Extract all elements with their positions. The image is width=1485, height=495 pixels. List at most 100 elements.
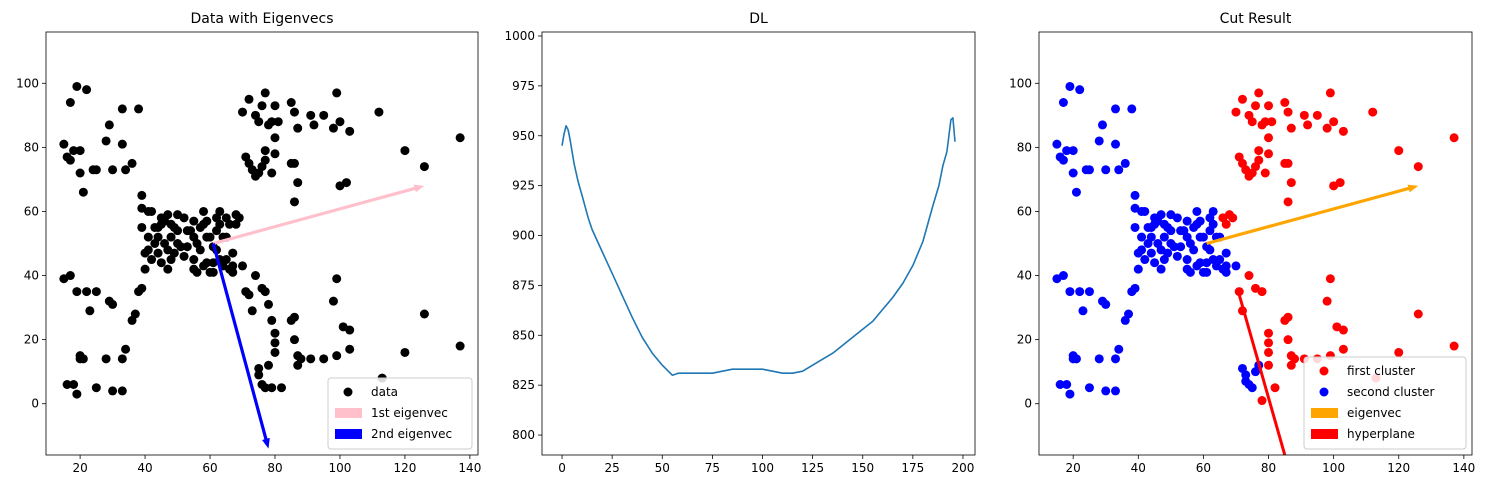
first-cluster-point [1283,107,1293,117]
legend-item: first cluster [1319,364,1415,378]
data-point [202,216,212,226]
y-tick-label: 100 [16,76,39,90]
data-point [75,146,85,156]
second-cluster-point [1111,139,1121,149]
data-point [260,88,270,98]
x-tick-label: 50 [655,461,670,475]
legend: first cluster second cluster eigenvec hyper… [1303,356,1467,450]
first-cluster-point [1254,146,1264,156]
axes-1: 20 40 60 80 100 120 140 0 20 40 60 80 100 Data with E… [16,11,481,475]
data-point [267,117,277,127]
second-cluster-point [1094,136,1104,146]
data-point [400,347,410,357]
first-cluster-point [1264,360,1274,370]
x-tick-label: 60 [202,461,217,475]
data-point [212,213,222,223]
x-tick-label: 150 [851,461,874,475]
data-point [117,139,127,149]
legend-label: first cluster [1347,364,1415,378]
second-cluster-point [1068,168,1078,178]
legend-box [1303,356,1467,450]
data-point [293,123,303,133]
first-cluster-point [1449,341,1459,351]
first-cluster-point [1338,325,1348,335]
data-point [108,165,118,175]
first-cluster-point [1231,107,1241,117]
data-point [173,226,183,236]
x-tick-label: 140 [1452,461,1475,475]
first-cluster-point [1264,338,1274,348]
legend-item: data [343,385,398,399]
second-cluster-point [1198,232,1208,242]
first-cluster-point [1264,133,1274,143]
first-cluster-point [1325,88,1335,98]
first-cluster-point [1257,396,1267,406]
data-point [199,206,209,216]
second-cluster-point [1146,232,1156,242]
data-point [91,287,101,297]
first-cluster-point [1228,213,1238,223]
x-tick-label: 175 [901,461,924,475]
second-cluster-point [1114,165,1124,175]
axes-frame [1038,31,1473,456]
first-cluster-point [1254,155,1264,165]
data-point [156,258,166,268]
first-cluster-point [1264,347,1274,357]
x-tick-label: 0 [558,461,566,475]
legend-marker [1319,366,1329,376]
first-cluster-point [1325,274,1335,284]
second-cluster-point [1202,267,1212,277]
legend-patch [335,429,362,439]
y-tick-label: 40 [1017,269,1032,283]
y-tick-label: 825 [512,378,535,392]
data-point [332,274,342,284]
first-cluster-point [1237,94,1247,104]
second-cluster-point [1172,213,1182,223]
first-cluster-point [1449,133,1459,143]
chart-title: Cut Result [1220,11,1292,27]
data-point [345,344,355,354]
data-point [267,168,277,178]
data-point [328,296,338,306]
second-cluster-point [1062,146,1072,156]
data-point [238,261,248,271]
legend-patch [1311,408,1338,418]
data-point [117,104,127,114]
data-point [147,255,157,265]
second-cluster-point [1221,261,1231,271]
chart-title: DL [749,11,768,27]
second-cluster-point [1075,85,1085,95]
data-point [455,133,465,143]
x-tick-label: 40 [137,461,152,475]
second-cluster-point [1094,354,1104,364]
legend-item: eigenvec [1311,406,1401,420]
second-cluster-point [1192,261,1202,271]
data-point [75,168,85,178]
y-tick-label: 850 [512,328,535,342]
second-cluster-point [1156,245,1166,255]
legend: data 1st eigenvec 2nd eigenvec [327,377,473,450]
data-point [263,299,273,309]
data-point [72,287,82,297]
data-point [150,222,160,232]
data-point [166,232,176,242]
second-cluster-point [1130,283,1140,293]
second-cluster-point [1052,139,1062,149]
y-tick-label: 950 [512,129,535,143]
first-cluster-point [1329,117,1339,127]
y-tick-label: 20 [1017,333,1032,347]
y-tick-label: 900 [512,229,535,243]
data-point [85,306,95,316]
first-cluster-point [1244,271,1254,281]
data-point [254,363,264,373]
second-cluster-point [1146,248,1156,258]
first-cluster-point [1234,287,1244,297]
x-tick-label: 60 [1196,461,1211,475]
data-point [134,104,144,114]
data-point [270,328,280,338]
second-cluster-point [1140,255,1150,265]
second-cluster-point [1065,287,1075,297]
second-cluster-point [1176,242,1186,252]
data-point [345,126,355,136]
data-point [400,146,410,156]
